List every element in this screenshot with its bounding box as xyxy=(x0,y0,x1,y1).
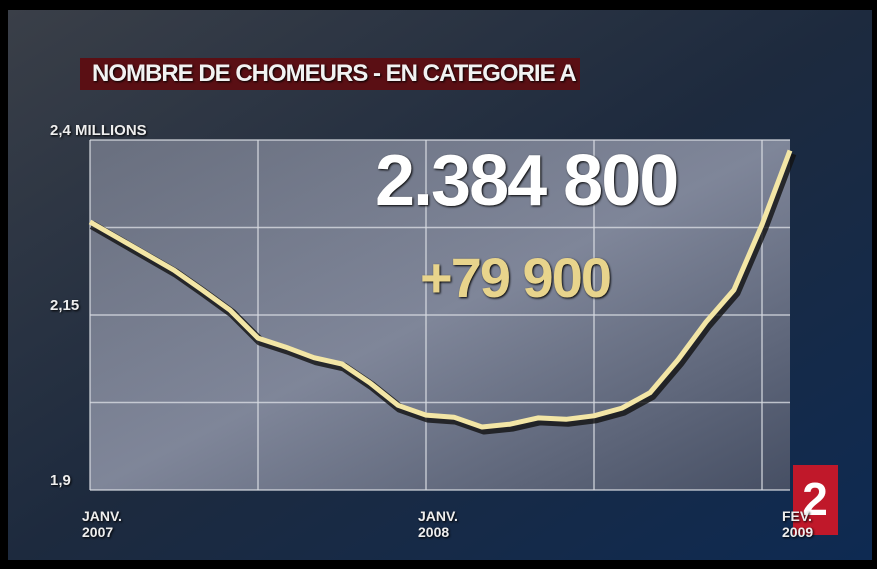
channel-logo xyxy=(793,465,838,535)
y-tick-label: 2,15 xyxy=(50,297,80,314)
annotation: 2.384 800 xyxy=(375,141,679,221)
x-tick-label: FEV. 2009 xyxy=(782,508,814,540)
y-tick-label: 2,4 MILLIONS xyxy=(50,122,147,139)
title-banner xyxy=(80,58,580,90)
x-tick-label: JANV. 2007 xyxy=(82,508,122,540)
channel-logo-text: 2 xyxy=(802,473,828,525)
y-tick-label: 1,9 xyxy=(50,472,71,489)
chart-title: NOMBRE DE CHOMEURS - EN CATEGORIE A xyxy=(92,60,577,87)
x-tick-label: JANV. 2008 xyxy=(418,508,458,540)
annotation: +79 900 xyxy=(420,246,612,309)
line xyxy=(88,149,793,430)
